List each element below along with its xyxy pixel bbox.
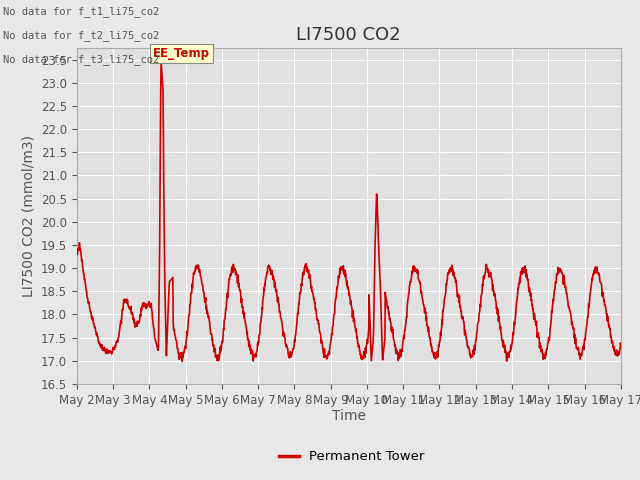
- Legend: Permanent Tower: Permanent Tower: [274, 445, 430, 468]
- X-axis label: Time: Time: [332, 409, 366, 423]
- Title: LI7500 CO2: LI7500 CO2: [296, 25, 401, 44]
- Text: No data for f_t2_li75_co2: No data for f_t2_li75_co2: [3, 30, 159, 41]
- Text: EE_Temp: EE_Temp: [153, 47, 210, 60]
- Y-axis label: LI7500 CO2 (mmol/m3): LI7500 CO2 (mmol/m3): [21, 135, 35, 297]
- Text: No data for f_t3_li75_co2: No data for f_t3_li75_co2: [3, 54, 159, 65]
- Text: No data for f_t1_li75_co2: No data for f_t1_li75_co2: [3, 6, 159, 17]
